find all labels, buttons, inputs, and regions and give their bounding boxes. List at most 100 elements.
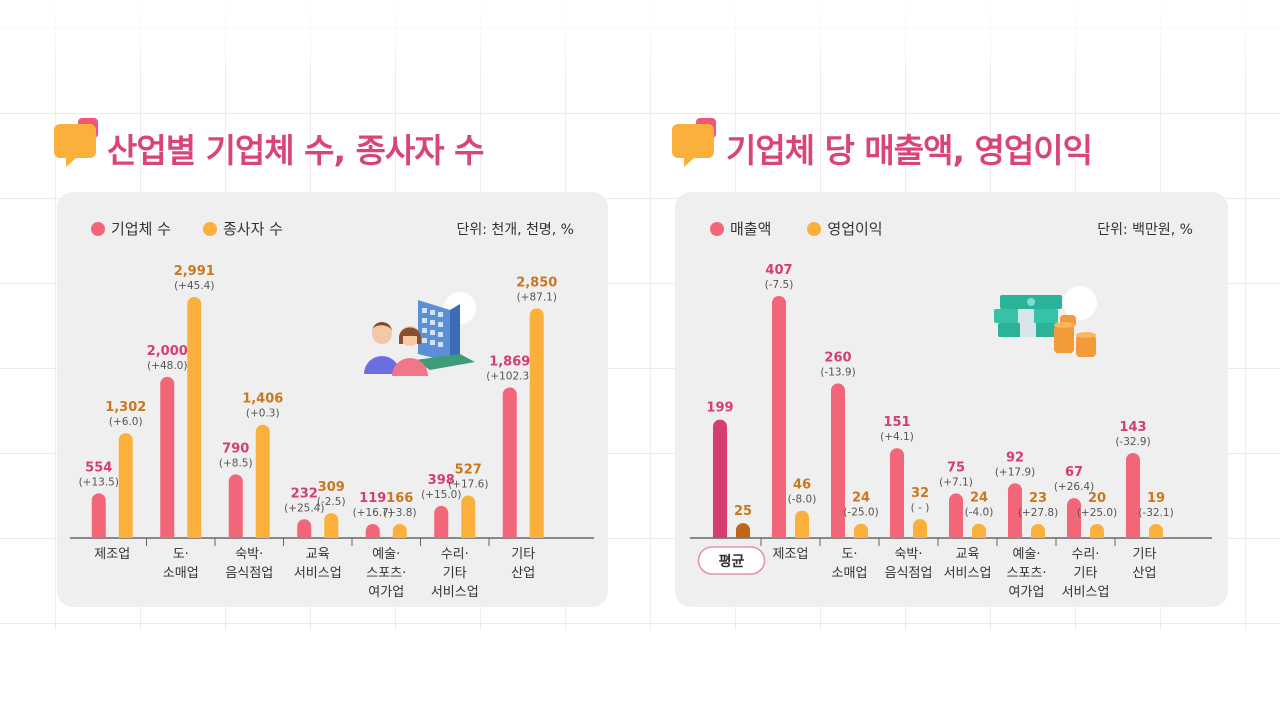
change-label: (+3.8) bbox=[383, 507, 417, 519]
category-label: 서비스업 bbox=[1062, 585, 1110, 600]
value-label: 20 bbox=[1088, 491, 1106, 506]
change-label: (+27.8) bbox=[1018, 507, 1058, 519]
category-label: 산업 bbox=[1133, 566, 1157, 581]
category-label: 수리· bbox=[1071, 547, 1099, 562]
legend-label-operating-profit: 영업이익 bbox=[827, 220, 883, 238]
change-label: (+25.4) bbox=[284, 502, 324, 514]
left-unit: 단위: 천개, 천명, % bbox=[456, 222, 574, 238]
change-label: (-32.9) bbox=[1115, 436, 1150, 448]
bar-series1-1 bbox=[772, 296, 786, 538]
category-label: 음식점업 bbox=[225, 566, 273, 581]
change-label: (-8.0) bbox=[788, 494, 817, 506]
value-label: 32 bbox=[911, 486, 929, 501]
legend-swatch-companies bbox=[91, 221, 105, 236]
category-label: 서비스업 bbox=[431, 585, 479, 600]
background-fade-top bbox=[0, 0, 1280, 85]
change-label: (+16.7) bbox=[353, 507, 393, 519]
value-label: 19 bbox=[1147, 491, 1165, 506]
bar-series1-6 bbox=[1067, 498, 1081, 538]
value-label: 2,850 bbox=[516, 275, 557, 290]
value-label: 2,000 bbox=[147, 344, 188, 359]
value-label: 2,991 bbox=[174, 264, 215, 279]
bar-series1-2 bbox=[831, 383, 845, 538]
value-label: 527 bbox=[455, 463, 482, 478]
category-label: 소매업 bbox=[832, 566, 868, 581]
category-label: 교육 bbox=[956, 547, 980, 562]
value-label: 143 bbox=[1119, 420, 1146, 435]
bar-series2-3 bbox=[913, 518, 927, 538]
bar-series2-1 bbox=[795, 510, 809, 538]
category-label: 산업 bbox=[511, 566, 535, 581]
change-label: (+13.5) bbox=[79, 476, 119, 488]
value-label: 24 bbox=[852, 491, 870, 506]
bar-series1-1 bbox=[160, 376, 175, 538]
change-label: (-2.5) bbox=[317, 496, 346, 508]
right-legend: 매출액 영업이익 bbox=[710, 218, 883, 239]
left-legend: 기업체 수 종사자 수 bbox=[91, 218, 283, 239]
value-label: 407 bbox=[765, 263, 792, 278]
category-label: 숙박· bbox=[894, 547, 922, 562]
category-label: 평균 bbox=[719, 553, 745, 570]
change-label: (-25.0) bbox=[843, 507, 878, 519]
background-fade bbox=[0, 630, 1280, 720]
change-label: (+45.4) bbox=[174, 280, 214, 292]
legend-label-sales: 매출액 bbox=[730, 220, 772, 238]
value-label: 554 bbox=[85, 460, 112, 475]
change-label: ( - ) bbox=[911, 502, 930, 514]
value-label: 1,869 bbox=[489, 354, 530, 369]
category-label: 수리· bbox=[441, 547, 469, 562]
category-label: 여가업 bbox=[1009, 585, 1045, 600]
category-label: 서비스업 bbox=[294, 566, 342, 581]
category-label: 기타 bbox=[511, 547, 535, 562]
bar-series1-7 bbox=[1126, 452, 1140, 538]
bar-series1-4 bbox=[365, 524, 380, 538]
speech-bubble-icon bbox=[54, 118, 98, 167]
value-label: 199 bbox=[706, 401, 733, 416]
change-label: (+17.6) bbox=[448, 479, 488, 491]
average-pill bbox=[697, 546, 766, 575]
bar-series2-2 bbox=[854, 523, 869, 538]
category-label: 여가업 bbox=[368, 585, 404, 600]
value-label: 232 bbox=[291, 486, 318, 501]
legend-swatch-employees bbox=[202, 221, 217, 236]
change-label: (-4.0) bbox=[965, 507, 994, 519]
value-label: 23 bbox=[1029, 491, 1047, 506]
category-label: 서비스업 bbox=[944, 566, 992, 581]
bar-series1-0 bbox=[713, 419, 727, 538]
category-label: 소매업 bbox=[163, 566, 199, 581]
legend-swatch-sales bbox=[710, 221, 724, 236]
value-label: 790 bbox=[222, 441, 249, 456]
change-label: (-7.5) bbox=[765, 279, 794, 291]
value-label: 24 bbox=[970, 491, 988, 506]
bar-series1-4 bbox=[949, 493, 963, 538]
category-label: 도· bbox=[173, 547, 189, 562]
speech-bubble-icon bbox=[672, 118, 716, 167]
category-label: 도· bbox=[841, 547, 857, 562]
right-unit: 단위: 백만원, % bbox=[1097, 222, 1193, 238]
value-label: 67 bbox=[1065, 465, 1083, 480]
change-label: (-13.9) bbox=[820, 366, 855, 378]
bar-series1-5 bbox=[434, 505, 449, 538]
category-label: 기타 bbox=[1133, 547, 1157, 562]
category-label: 교육 bbox=[306, 547, 330, 562]
people-building-illustration bbox=[364, 292, 476, 376]
bar-series2-6 bbox=[529, 308, 544, 538]
bar-series2-5 bbox=[461, 495, 476, 538]
bar-series1-6 bbox=[502, 387, 517, 538]
change-label: (+6.0) bbox=[109, 416, 143, 428]
value-label: 119 bbox=[359, 491, 386, 506]
category-label: 스포츠· bbox=[1006, 566, 1046, 581]
bar-series1-2 bbox=[228, 474, 243, 538]
value-label: 92 bbox=[1006, 450, 1024, 465]
change-label: (+26.4) bbox=[1054, 481, 1094, 493]
value-label: 260 bbox=[824, 350, 851, 365]
category-label: 스포츠· bbox=[366, 566, 406, 581]
bar-series2-4 bbox=[972, 523, 986, 538]
bar-series2-0 bbox=[736, 523, 750, 538]
change-label: (+102.3) bbox=[486, 370, 533, 382]
category-label: 음식점업 bbox=[885, 566, 933, 581]
category-label: 예술· bbox=[1012, 547, 1040, 562]
bar-series2-0 bbox=[118, 433, 133, 538]
value-label: 1,406 bbox=[242, 392, 283, 407]
bar-series1-5 bbox=[1008, 483, 1022, 538]
